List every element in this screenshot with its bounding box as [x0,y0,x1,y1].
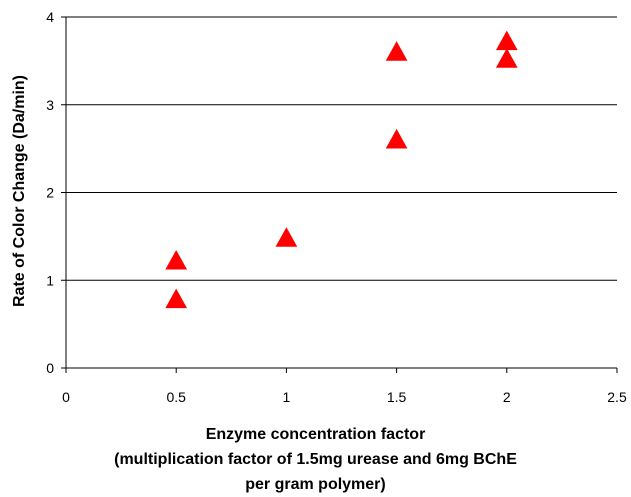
axes [61,16,618,373]
data-point-triangle [165,288,188,309]
data-point-triangle [165,250,188,270]
y-tick-label: 2 [46,185,54,201]
data-point-triangle [495,30,518,51]
x-tick-label: 1.5 [387,389,407,405]
data-point-triangle [275,227,298,247]
y-axis-title: Rate of Color Change (Da/min) [11,75,28,307]
y-tick-label: 0 [46,360,54,376]
data-point-triangle [385,41,408,61]
y-tick-label: 3 [46,97,54,113]
data-point-triangle [385,128,408,149]
x-tick-label: 0 [62,389,70,405]
x-axis-title-line-1: Enzyme concentration factor [205,426,426,443]
y-tick-label: 1 [46,272,54,288]
x-axis-title-line-3: per gram polymer) [245,476,386,493]
x-axis-title-line-2: (multiplication factor of 1.5mg urease a… [114,451,517,468]
x-tick-label: 2.5 [607,389,627,405]
x-tick-labels: 0 0.5 1 1.5 2 2.5 [62,389,627,405]
y-tick-label: 4 [46,9,54,25]
x-tick-label: 2 [503,389,511,405]
y-tick-labels: 0 1 2 3 4 [46,9,54,376]
data-points [165,30,518,309]
x-axis-title: Enzyme concentration factor (multiplicat… [0,422,631,497]
gridlines [66,16,617,281]
data-point-triangle [495,48,518,68]
x-tick-label: 1 [283,389,291,405]
x-tick-label: 0.5 [166,389,186,405]
